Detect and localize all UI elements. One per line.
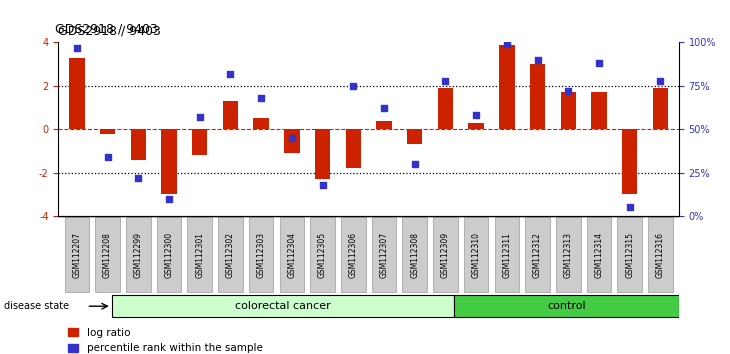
Text: GSM112299: GSM112299 [134,232,143,278]
Bar [131,129,146,160]
Point [286,135,298,141]
Bar [499,45,515,129]
Text: GSM112316: GSM112316 [656,232,665,278]
FancyBboxPatch shape [526,217,550,292]
Text: GSM112304: GSM112304 [288,232,296,278]
Text: GSM112311: GSM112311 [502,232,512,278]
Bar [253,118,269,129]
Point [317,182,328,188]
Bar [69,58,85,129]
Point [225,71,237,76]
Text: GDS2918 / 9403: GDS2918 / 9403 [58,24,161,37]
Text: GSM112310: GSM112310 [472,232,480,278]
Bar [653,88,668,129]
Text: GSM112302: GSM112302 [226,232,235,278]
Text: GDS2918 / 9403: GDS2918 / 9403 [55,22,158,35]
FancyBboxPatch shape [587,217,611,292]
Bar [345,129,361,168]
FancyBboxPatch shape [341,217,366,292]
FancyBboxPatch shape [648,217,673,292]
FancyBboxPatch shape [188,217,212,292]
Text: GSM112315: GSM112315 [626,232,634,278]
Bar [469,123,484,129]
FancyBboxPatch shape [433,217,458,292]
Bar [161,129,177,194]
Text: GSM112308: GSM112308 [410,232,419,278]
FancyBboxPatch shape [218,217,242,292]
Point [439,78,451,84]
Point [194,114,206,120]
Point [531,57,543,63]
Legend: log ratio, percentile rank within the sample: log ratio, percentile rank within the sa… [64,324,266,354]
Text: GSM112208: GSM112208 [103,232,112,278]
Text: GSM112207: GSM112207 [72,232,81,278]
FancyBboxPatch shape [454,295,679,318]
FancyBboxPatch shape [95,217,120,292]
Point [378,105,390,111]
Point [563,88,575,94]
Bar [377,120,392,129]
Text: GSM112301: GSM112301 [195,232,204,278]
Bar [407,129,423,144]
Text: GSM112312: GSM112312 [533,232,542,278]
Text: GSM112309: GSM112309 [441,232,450,278]
FancyBboxPatch shape [310,217,335,292]
FancyBboxPatch shape [372,217,396,292]
FancyBboxPatch shape [556,217,580,292]
Text: GSM112313: GSM112313 [564,232,573,278]
Text: colorectal cancer: colorectal cancer [235,301,331,311]
Bar [192,129,207,155]
Bar [100,129,115,133]
FancyBboxPatch shape [495,217,519,292]
Point [255,95,267,101]
Bar [622,129,637,194]
FancyBboxPatch shape [464,217,488,292]
Bar [223,101,238,129]
FancyBboxPatch shape [112,295,454,318]
Text: GSM112307: GSM112307 [380,232,388,278]
Bar [438,88,453,129]
Bar [561,92,576,129]
Text: control: control [548,301,586,311]
FancyBboxPatch shape [618,217,642,292]
Text: GSM112314: GSM112314 [594,232,604,278]
Bar [315,129,330,179]
FancyBboxPatch shape [280,217,304,292]
Bar [591,92,607,129]
Bar [284,129,299,153]
Text: GSM112303: GSM112303 [257,232,266,278]
Point [624,204,636,210]
Point [347,83,359,89]
Text: disease state: disease state [4,301,69,311]
Point [655,78,666,84]
Text: GSM112306: GSM112306 [349,232,358,278]
FancyBboxPatch shape [64,217,89,292]
FancyBboxPatch shape [157,217,181,292]
FancyBboxPatch shape [402,217,427,292]
Point [470,113,482,118]
Point [593,61,605,66]
Bar [530,64,545,129]
Text: GSM112305: GSM112305 [318,232,327,278]
Text: GSM112300: GSM112300 [164,232,174,278]
FancyBboxPatch shape [126,217,150,292]
Point [132,175,144,181]
Point [409,161,420,167]
Point [501,41,512,47]
Point [163,196,174,201]
Point [101,154,113,160]
Point [71,45,82,51]
FancyBboxPatch shape [249,217,274,292]
